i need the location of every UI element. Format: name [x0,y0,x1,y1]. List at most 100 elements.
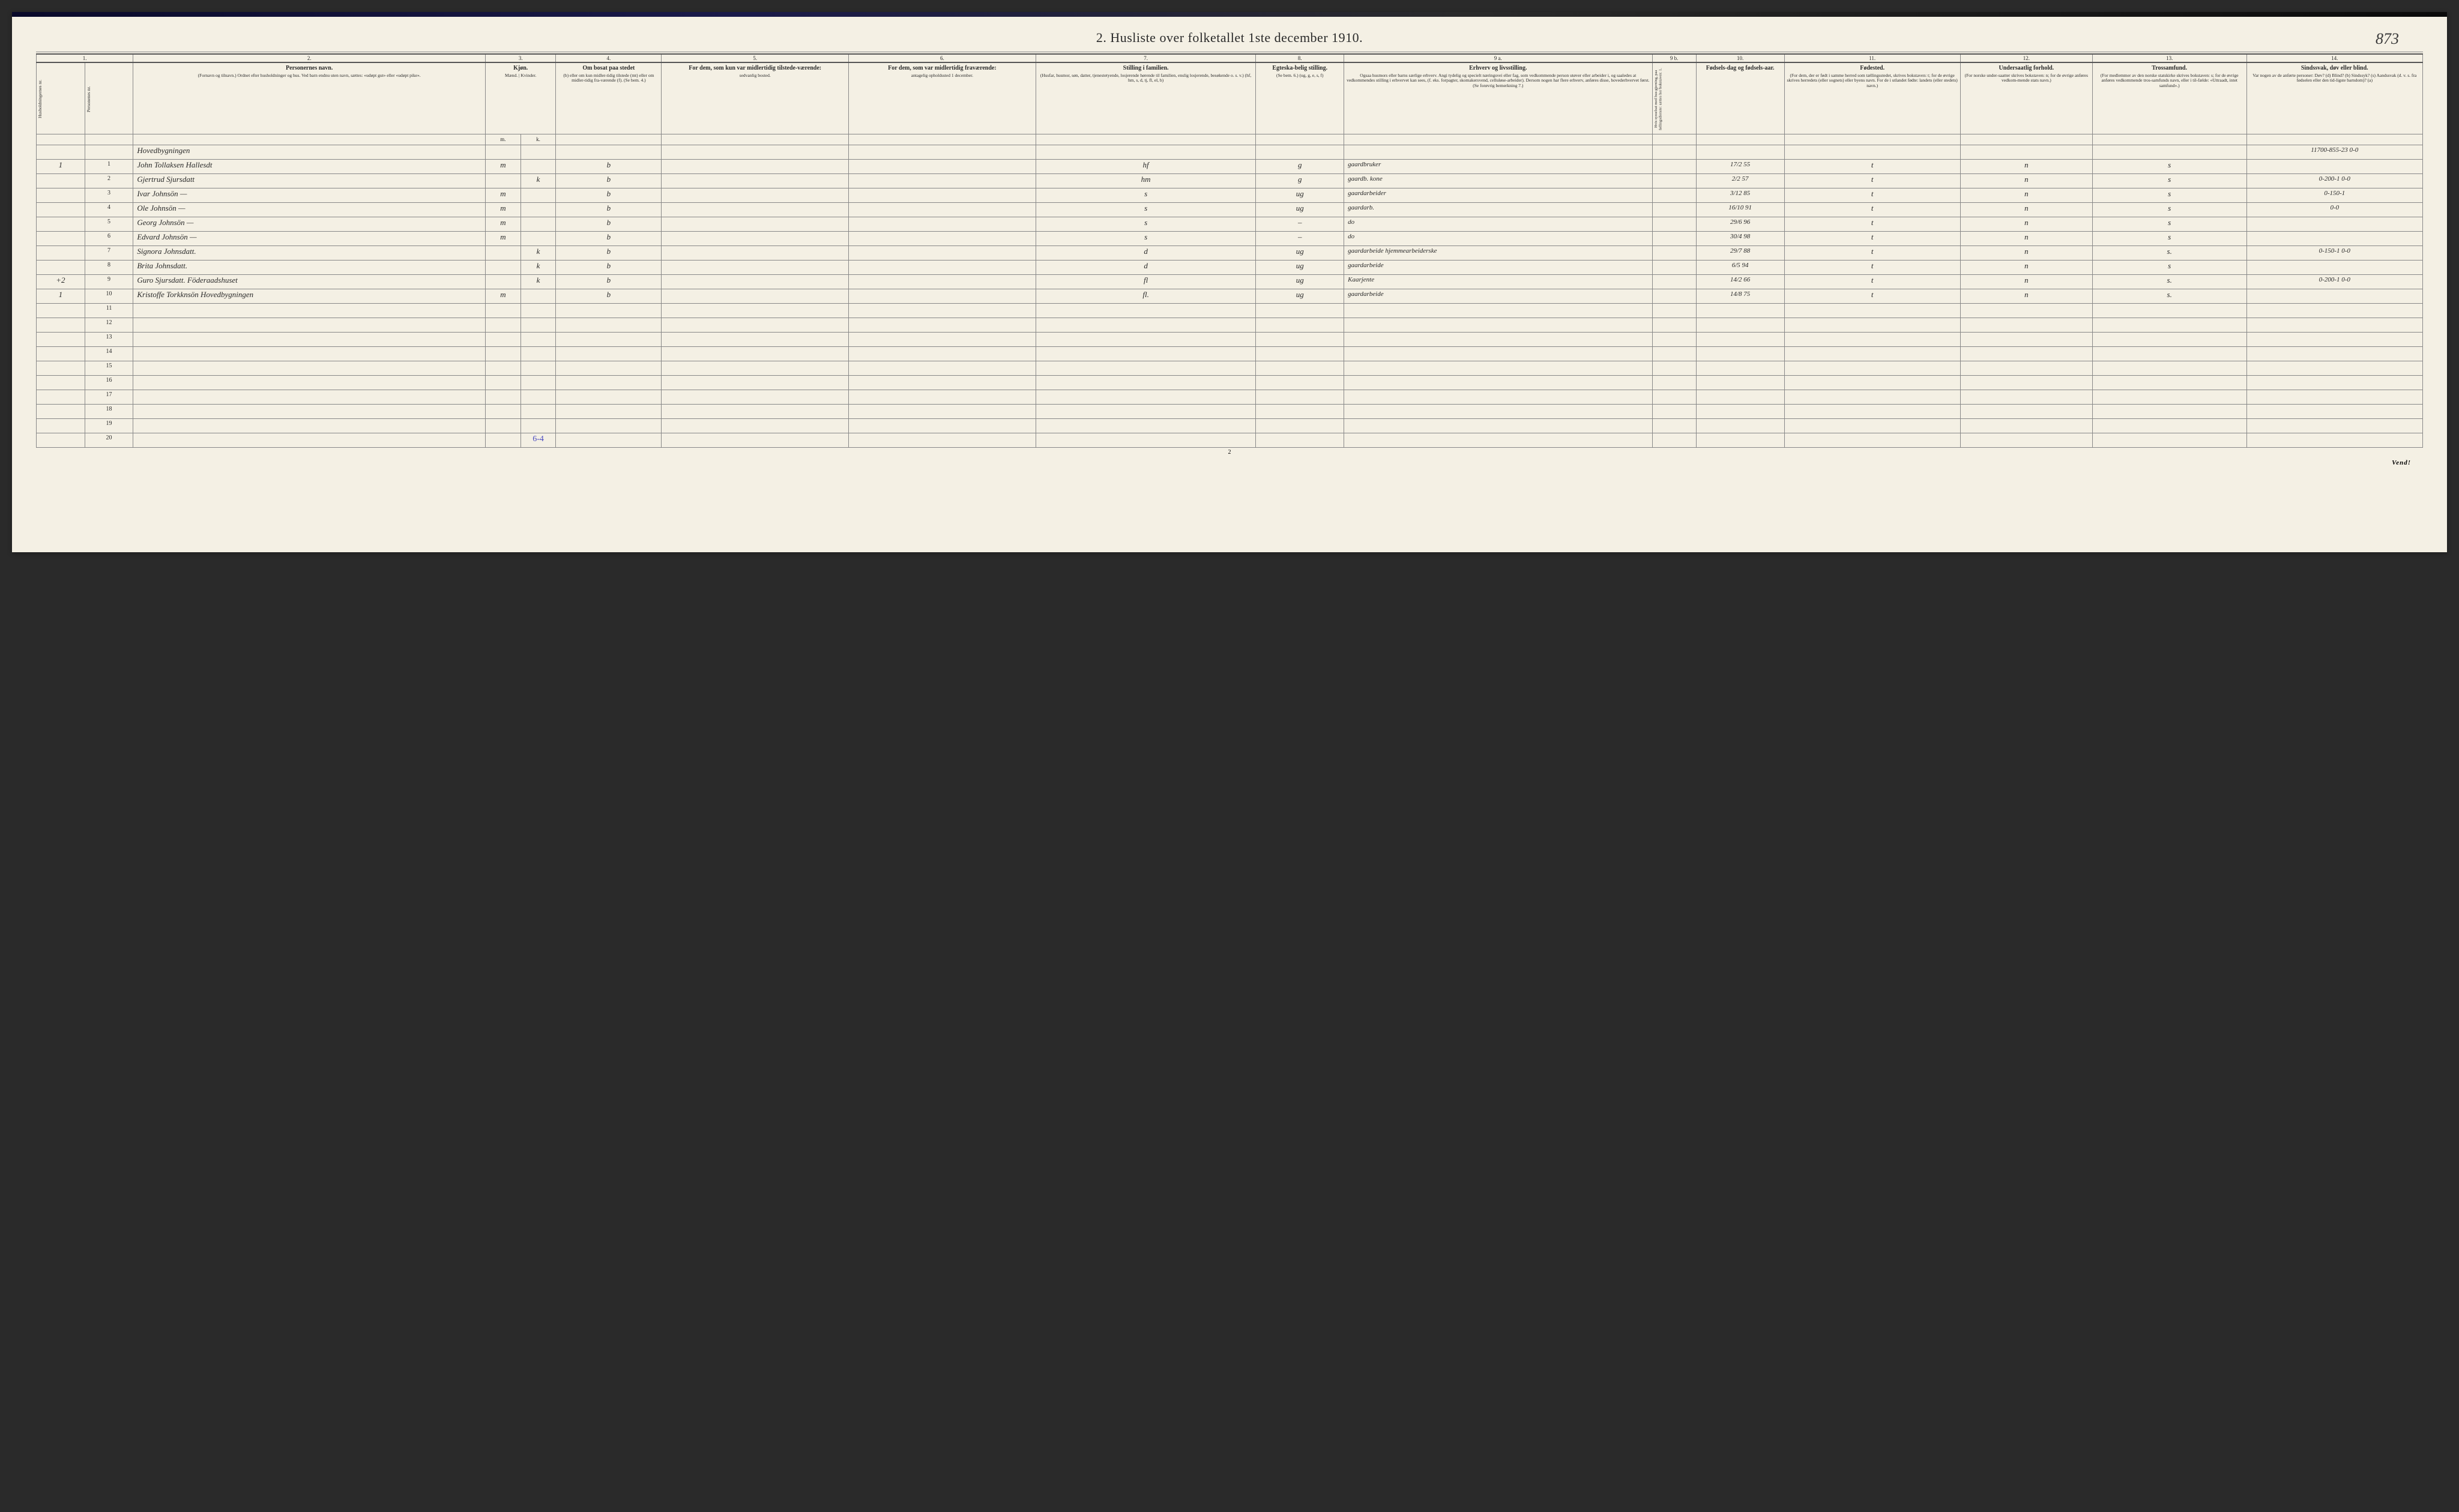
cell-marital: g [1256,173,1344,188]
colnum-12: 12. [1960,54,2092,62]
cell-occupation: gaardarbeide [1344,260,1652,274]
cell-bosat: b [556,159,662,173]
cell-k: k [520,274,556,289]
cell-c14: 0-200-1 0-0 [2246,173,2422,188]
table-row: +29Guro Sjursdatt. FöderaadshusetkbflugK… [37,274,2423,289]
cell-name: Georg Johnsön — [133,217,486,231]
colnum-11: 11. [1784,54,1960,62]
cell-nationality: n [1960,202,2092,217]
cell-m [486,173,521,188]
cell-nationality: n [1960,173,2092,188]
cell-religion: s. [2092,245,2246,260]
cell-occupation: gaardbruker [1344,159,1652,173]
cell-person-nr: 14 [85,346,133,361]
table-row-empty: 14 [37,346,2423,361]
cell-c14 [2246,260,2422,274]
cell-household [37,173,85,188]
table-row-empty: 11 [37,303,2423,318]
cell-k: k [520,260,556,274]
cell-marital: ug [1256,260,1344,274]
cell-person-nr: 10 [85,289,133,303]
cell-occupation: do [1344,217,1652,231]
cell-k: k [520,173,556,188]
cell-birthplace: t [1784,217,1960,231]
cell-name: Edvard Johnsön — [133,231,486,245]
cell-nationality: n [1960,274,2092,289]
hdr-household-nr: Husholdningernes nr. [37,62,85,134]
colnum-7: 7. [1036,54,1256,62]
table-row-empty: 13 [37,332,2423,346]
cell-person-nr: 3 [85,188,133,202]
hdr-family-pos: Stilling i familien.(Husfar, husmor, søn… [1036,62,1256,134]
table-row: 5Georg Johnsön —mbs–do29/6 96tns [37,217,2423,231]
cell-religion: s [2092,188,2246,202]
cell-c6 [849,289,1036,303]
cell-c5 [662,202,849,217]
census-page: 2. Husliste over folketallet 1ste decemb… [12,12,2447,552]
cell-c14: 0-200-1 0-0 [2246,274,2422,289]
cell-family: hf [1036,159,1256,173]
table-body: Hovedbygningen 11700-855-23 0-0 11John T… [37,145,2423,447]
cell-household [37,217,85,231]
cell-religion: s [2092,159,2246,173]
hdr-nationality: Undersaatlig forhold.(For norske under-s… [1960,62,2092,134]
cell-9b [1652,188,1696,202]
table-row-empty: 18 [37,404,2423,418]
cell-c5 [662,231,849,245]
cell-9b [1652,274,1696,289]
cell-marital: ug [1256,202,1344,217]
cell-c5 [662,260,849,274]
cell-bosat: b [556,260,662,274]
cell-household [37,260,85,274]
cell-9b [1652,289,1696,303]
cell-occupation: gaardarbeider [1344,188,1652,202]
cell-person-nr: 5 [85,217,133,231]
cell-9b [1652,217,1696,231]
colnum-13: 13. [2092,54,2246,62]
cell-household [37,188,85,202]
hdr-9b: Hvis sysselsat med hus-gjerning, paa føl… [1652,62,1696,134]
cell-family: s [1036,188,1256,202]
cell-k [520,231,556,245]
cell-birthplace: t [1784,188,1960,202]
colnum-8: 8. [1256,54,1344,62]
hdr-k: k. [520,134,556,145]
cell-household [37,245,85,260]
cell-name: Ole Johnsön — [133,202,486,217]
cell-occupation: Kaarjente [1344,274,1652,289]
cell-birthplace: t [1784,260,1960,274]
bottom-page-number: 2 [36,449,2423,456]
cell-dob: 17/2 55 [1696,159,1784,173]
cell-marital: ug [1256,245,1344,260]
cell-household [37,202,85,217]
cell-dob: 2/2 57 [1696,173,1784,188]
cell-name: Signora Johnsdatt. [133,245,486,260]
cell-religion: s [2092,260,2246,274]
building-label: Hovedbygningen [133,145,486,159]
cell-religion: s. [2092,274,2246,289]
cell-bosat: b [556,217,662,231]
cell-m: m [486,202,521,217]
cell-birthplace: t [1784,202,1960,217]
cell-household: 1 [37,159,85,173]
cell-bosat: b [556,188,662,202]
hdr-m: m. [486,134,521,145]
hdr-sex: Kjøn.Mænd. | Kvinder. [486,62,556,134]
cell-m [486,245,521,260]
cell-k [520,159,556,173]
cell-family: d [1036,260,1256,274]
cell-c14 [2246,217,2422,231]
cell-person-nr: 2 [85,173,133,188]
cell-name: Kristoffe Torkknsön Hovedbygningen [133,289,486,303]
hdr-person-nr: Personenes nr. [85,62,133,134]
cell-k [520,202,556,217]
cell-person-nr: 9 [85,274,133,289]
cell-k: k [520,245,556,260]
cell-nationality: n [1960,289,2092,303]
cell-birthplace: t [1784,245,1960,260]
cell-c6 [849,188,1036,202]
page-number-handwritten: 873 [2376,30,2399,48]
colnum-9a: 9 a. [1344,54,1652,62]
cell-family: fl. [1036,289,1256,303]
cell-9b [1652,245,1696,260]
